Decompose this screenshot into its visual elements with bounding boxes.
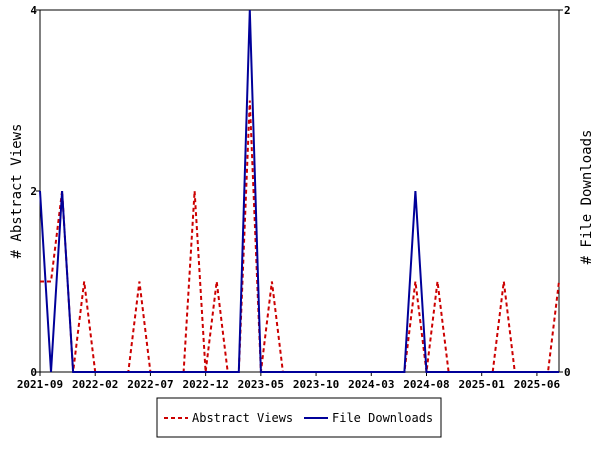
legend-label-abstract-views: Abstract Views bbox=[192, 411, 293, 425]
legend: Abstract Views File Downloads bbox=[156, 397, 442, 438]
x-tick-label: 2022-12 bbox=[182, 378, 228, 391]
left-y-axis: 0 2 4 bbox=[30, 4, 40, 379]
x-tick-label: 2025-06 bbox=[514, 378, 561, 391]
x-tick-label: 2022-02 bbox=[72, 378, 118, 391]
x-tick-label: 2022-07 bbox=[127, 378, 173, 391]
x-tick-label: 2024-03 bbox=[348, 378, 394, 391]
x-tick-label: 2024-08 bbox=[403, 378, 449, 391]
legend-box bbox=[156, 397, 442, 438]
series-line-file-downloads bbox=[39, 9, 559, 373]
left-axis-title: # Abstract Views bbox=[9, 124, 25, 259]
right-y-tick-label: 0 bbox=[564, 366, 571, 379]
x-tick-label: 2021-09 bbox=[17, 378, 63, 391]
right-axis-title: # File Downloads bbox=[579, 130, 595, 265]
left-y-tick-label: 4 bbox=[30, 4, 37, 17]
right-y-tick-label: 2 bbox=[564, 4, 571, 17]
right-y-axis: 02 bbox=[559, 4, 571, 379]
left-y-tick-label: 0 bbox=[30, 366, 37, 379]
legend-label-file-downloads: File Downloads bbox=[332, 411, 433, 425]
left-y-tick-label: 2 bbox=[30, 185, 37, 198]
x-tick-label: 2023-05 bbox=[238, 378, 284, 391]
x-axis: 2021-09 2022-02 2022-07 2022-12 2023-05 2023-… bbox=[17, 372, 561, 391]
series-line-abstract-views bbox=[40, 100, 560, 373]
plot-frame bbox=[39, 9, 560, 373]
series-layer bbox=[39, 9, 560, 373]
x-tick-label: 2025-01 bbox=[459, 378, 506, 391]
x-tick-label: 2023-10 bbox=[293, 378, 339, 391]
